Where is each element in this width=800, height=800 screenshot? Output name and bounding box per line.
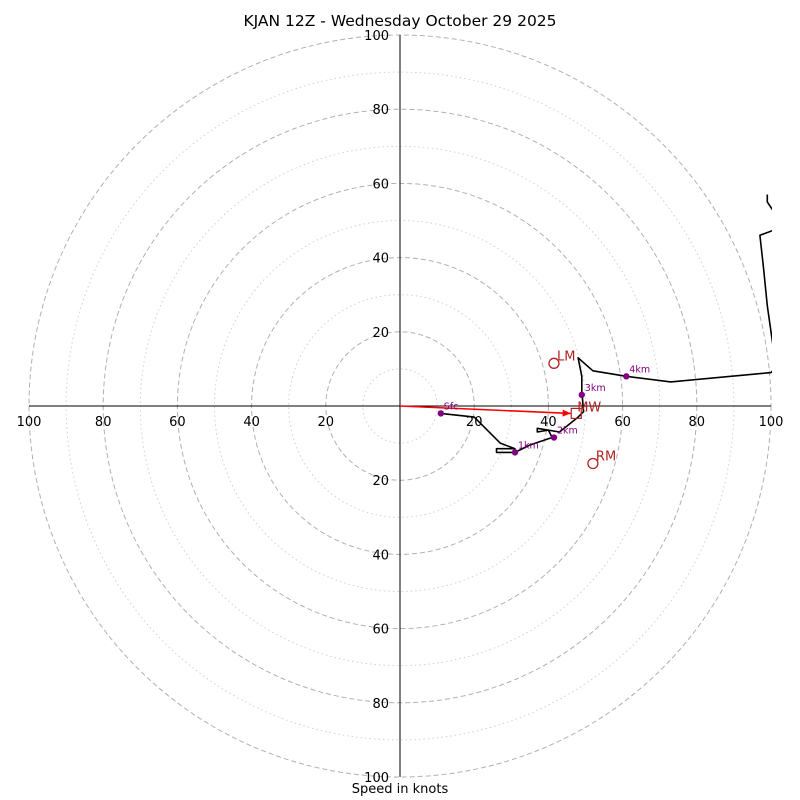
x-axis-label: Speed in knots [351,782,449,797]
tick-label-up-100: 100 [364,29,389,44]
tick-label-right-60: 60 [614,415,631,430]
tick-label-up-80: 80 [372,103,389,118]
tick-label-left-40: 40 [243,415,260,430]
storm-motion-lm-label: LM [557,349,575,364]
storm-motion-lm-marker [548,357,560,369]
tick-label-left-100: 100 [17,415,42,430]
height-label-sfc: Sfc [444,401,459,412]
mean-wind-label: MW [577,400,601,415]
tick-label-up-60: 60 [372,177,389,192]
shear-vector-arrowhead [562,409,571,417]
height-label-1km: 1km [518,440,539,451]
height-marker-1km [511,449,519,456]
tick-label-down-40: 40 [372,548,389,563]
hodograph-line [440,194,772,454]
tick-label-right-80: 80 [689,415,706,430]
tick-label-down-80: 80 [372,697,389,712]
tick-label-up-40: 40 [372,252,389,267]
tick-label-right-40: 40 [540,415,557,430]
tick-label-down-20: 20 [372,474,389,489]
mean-wind-marker [570,407,582,420]
height-label-2km: 2km [557,426,578,437]
chart-title: KJAN 12Z - Wednesday October 29 2025 [243,12,557,30]
tick-label-left-80: 80 [95,415,112,430]
shear-vector-line [399,405,571,415]
tick-label-left-60: 60 [169,415,186,430]
hodograph-trace [440,194,772,454]
axis-ticks: 20 20 20 20 40 40 40 40 60 60 60 60 80 80 80 80 100 100 10… [17,29,784,786]
height-marker-sfc [437,410,445,417]
annotations: MW LM RM Sfc 1km 2km 3km 4km [399,349,650,470]
tick-label-right-20: 20 [466,415,483,430]
tick-label-up-20: 20 [372,326,389,341]
storm-motion-rm-marker [587,457,599,470]
tick-label-right-100: 100 [759,415,784,430]
tick-label-down-100: 100 [364,771,389,786]
storm-motion-rm-label: RM [596,450,616,465]
height-marker-3km [578,391,585,399]
height-label-3km: 3km [585,383,606,394]
height-marker-2km [550,434,558,441]
height-marker-4km [623,373,630,380]
tick-label-down-60: 60 [372,623,389,638]
tick-label-left-20: 20 [318,415,335,430]
height-label-4km: 4km [629,364,650,375]
